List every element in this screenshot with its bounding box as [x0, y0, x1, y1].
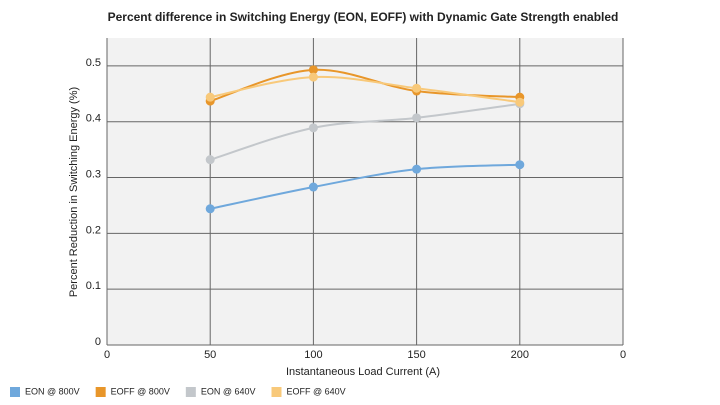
- data-point: [515, 97, 525, 107]
- data-point: [515, 160, 525, 170]
- legend-label: EOFF @ 640V: [287, 386, 346, 396]
- series-line: [210, 75, 520, 104]
- legend-swatch: [10, 387, 20, 397]
- data-point: [412, 83, 422, 93]
- y-tick-label: 0.4: [86, 113, 101, 125]
- y-tick-label: 0: [95, 336, 101, 348]
- y-tick-label: 0.1: [86, 280, 101, 292]
- x-tick-label: 200: [511, 349, 529, 361]
- data-point: [308, 65, 318, 75]
- x-tick-label: 0: [104, 349, 110, 361]
- chart-title: Percent difference in Switching Energy (…: [108, 10, 619, 24]
- y-axis-label: Percent Reduction in Switching Energy (%…: [68, 87, 80, 297]
- data-point: [412, 164, 422, 174]
- y-tick-label: 0.3: [86, 168, 101, 180]
- legend-label: EOFF @ 800V: [111, 386, 170, 396]
- x-tick-label: 150: [407, 349, 425, 361]
- data-point: [308, 72, 318, 82]
- data-point: [205, 92, 215, 102]
- x-tick-label: 0: [620, 349, 626, 361]
- legend-swatch: [185, 387, 196, 397]
- x-tick-label: 100: [304, 349, 322, 361]
- series-line: [209, 102, 520, 161]
- data-point: [308, 123, 318, 133]
- data-point: [205, 155, 215, 165]
- data-point: [308, 182, 318, 192]
- data-point: [205, 204, 215, 214]
- x-axis-label: Instantaneous Load Current (A): [286, 366, 440, 378]
- series-line: [209, 163, 520, 210]
- y-tick-label: 0.5: [86, 57, 101, 69]
- legend-swatch: [271, 387, 282, 397]
- y-tick-label: 0.2: [86, 224, 101, 236]
- legend-label: EON @ 800V: [25, 386, 80, 396]
- legend-label: EON @ 640V: [201, 386, 256, 396]
- x-tick-label: 50: [204, 349, 216, 361]
- plot-area: [107, 38, 623, 345]
- data-point: [412, 113, 422, 123]
- legend-swatch: [95, 387, 106, 397]
